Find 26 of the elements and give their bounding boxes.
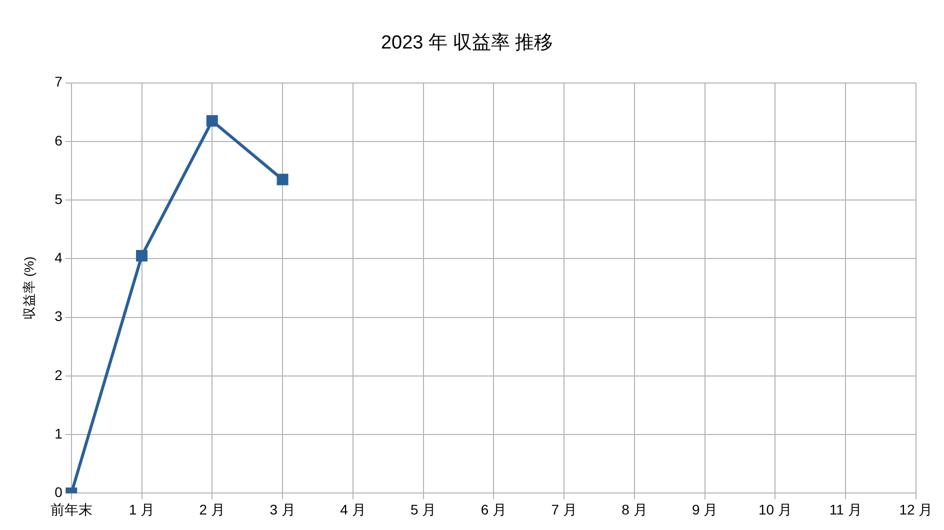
x-tick-label: 1 月 xyxy=(128,501,155,518)
chart-title: 2023 年 収益率 推移 xyxy=(380,32,554,54)
x-tick-label: 8 月 xyxy=(622,501,648,518)
point xyxy=(276,174,288,186)
point xyxy=(136,250,148,262)
x-tick-label: 10 月 xyxy=(758,501,792,518)
x-tick-label: 11 月 xyxy=(829,501,862,518)
y-tick-label: 3 xyxy=(54,308,63,324)
x-tick-label: 9 月 xyxy=(692,501,718,518)
point xyxy=(206,115,218,127)
y-tick-label: 4 xyxy=(54,250,63,266)
y-axis-title: 収益率 (%) xyxy=(21,256,36,320)
y-tick-label: 5 xyxy=(54,190,63,207)
y-tick-label: 1 xyxy=(54,425,63,442)
x-tick-label: 6 月 xyxy=(480,501,507,518)
y-tick-label: 2 xyxy=(54,366,63,383)
x-tick-label: 2 月 xyxy=(199,501,225,518)
x-tick-label: 4 月 xyxy=(340,501,366,518)
y-tick-label: 6 xyxy=(54,132,63,148)
x-tick-label: 前年末 xyxy=(50,501,92,518)
x-tick-label: 5 月 xyxy=(410,501,436,518)
y-tick-label: 0 xyxy=(54,484,63,500)
y-tick-label: 7 xyxy=(54,74,63,90)
x-tick-label: 12 月 xyxy=(899,501,933,518)
x-tick-label: 3 月 xyxy=(270,501,296,518)
x-tick-label: 7 月 xyxy=(551,501,577,518)
